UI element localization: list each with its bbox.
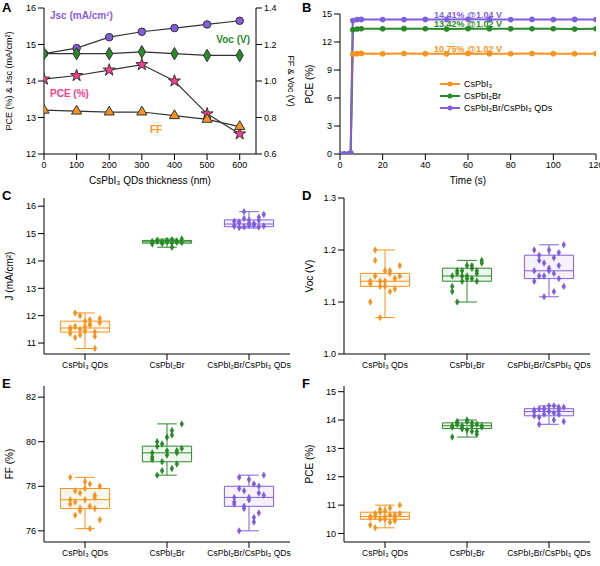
svg-text:J (mA/cm²): J (mA/cm²) bbox=[8, 252, 15, 301]
svg-text:1.0: 1.0 bbox=[264, 76, 277, 86]
html-text:F: F bbox=[302, 376, 310, 391]
svg-text:CsPbI₂Br/CsPbI₃ QDs: CsPbI₂Br/CsPbI₃ QDs bbox=[207, 548, 290, 558]
svg-text:80: 80 bbox=[506, 160, 516, 170]
svg-text:6: 6 bbox=[327, 93, 332, 103]
svg-text:20: 20 bbox=[378, 160, 388, 170]
svg-text:0.6: 0.6 bbox=[264, 149, 277, 159]
svg-text:12: 12 bbox=[26, 311, 36, 321]
svg-text:CsPbI₂Br: CsPbI₂Br bbox=[450, 360, 485, 370]
svg-text:40: 40 bbox=[420, 160, 430, 170]
svg-text:500: 500 bbox=[200, 160, 215, 170]
svg-text:10: 10 bbox=[326, 529, 336, 539]
svg-text:14: 14 bbox=[26, 76, 36, 86]
svg-text:CsPbI₂Br: CsPbI₂Br bbox=[150, 548, 185, 558]
svg-text:1.1: 1.1 bbox=[323, 297, 336, 307]
svg-text:CsPbI₃ QDs: CsPbI₃ QDs bbox=[362, 360, 408, 370]
svg-text:16: 16 bbox=[26, 3, 36, 13]
svg-text:9: 9 bbox=[327, 65, 332, 75]
svg-text:0: 0 bbox=[41, 160, 46, 170]
svg-text:200: 200 bbox=[102, 160, 117, 170]
svg-text:1.3: 1.3 bbox=[323, 193, 336, 203]
svg-text:78: 78 bbox=[26, 481, 36, 491]
html-text:CsPbI₂Br/CsPbI₃ QDs: CsPbI₂Br/CsPbI₃ QDs bbox=[464, 103, 553, 113]
svg-text:1.2: 1.2 bbox=[323, 245, 336, 255]
svg-text:76: 76 bbox=[26, 526, 36, 536]
svg-text:11: 11 bbox=[27, 338, 36, 348]
svg-text:12: 12 bbox=[26, 149, 36, 159]
svg-text:12: 12 bbox=[326, 472, 336, 482]
svg-text:Time (s): Time (s) bbox=[450, 175, 486, 186]
svg-text:13.42% @1.02 V: 13.42% @1.02 V bbox=[434, 19, 502, 29]
svg-text:400: 400 bbox=[167, 160, 182, 170]
svg-text:120: 120 bbox=[588, 160, 592, 170]
svg-text:PCE (%) & Jsc (mA/cm²): PCE (%) & Jsc (mA/cm²) bbox=[8, 32, 14, 131]
html-text:A: A bbox=[2, 0, 12, 15]
svg-text:10.75% @1.02 V: 10.75% @1.02 V bbox=[434, 44, 502, 54]
html-text:C: C bbox=[2, 188, 12, 203]
svg-text:11: 11 bbox=[327, 500, 336, 510]
html-text:Jsc (mA/cm²): Jsc (mA/cm²) bbox=[50, 10, 113, 21]
html-text:E: E bbox=[2, 376, 11, 391]
svg-text:14: 14 bbox=[26, 256, 36, 266]
svg-text:14.41% @1.04 V: 14.41% @1.04 V bbox=[434, 10, 502, 20]
svg-text:FF (%): FF (%) bbox=[8, 449, 15, 480]
svg-text:1.0: 1.0 bbox=[323, 349, 336, 359]
html-text:CsPbI₂Br: CsPbI₂Br bbox=[464, 91, 501, 101]
svg-text:1.2: 1.2 bbox=[264, 40, 277, 50]
svg-text:0.8: 0.8 bbox=[264, 113, 277, 123]
html-text:CsPbI₃: CsPbI₃ bbox=[464, 79, 493, 89]
svg-text:CsPbI₂Br: CsPbI₂Br bbox=[450, 548, 485, 558]
svg-text:100: 100 bbox=[546, 160, 561, 170]
svg-text:CsPbI₂Br/CsPbI₃ QDs: CsPbI₂Br/CsPbI₃ QDs bbox=[207, 360, 290, 370]
svg-text:CsPbI₂Br/CsPbI₃ QDs: CsPbI₂Br/CsPbI₃ QDs bbox=[507, 548, 590, 558]
svg-text:300: 300 bbox=[134, 160, 149, 170]
svg-text:CsPbI₃ QDs: CsPbI₃ QDs bbox=[62, 360, 108, 370]
svg-text:15: 15 bbox=[322, 9, 332, 19]
svg-text:CsPbI₃ QDs: CsPbI₃ QDs bbox=[362, 548, 408, 558]
html-text:Voc (V): Voc (V) bbox=[216, 34, 250, 45]
html-text:D: D bbox=[302, 188, 312, 203]
svg-text:Voc (V): Voc (V) bbox=[304, 260, 315, 293]
svg-text:600: 600 bbox=[232, 160, 247, 170]
svg-text:15: 15 bbox=[26, 40, 36, 50]
svg-text:14: 14 bbox=[326, 415, 336, 425]
svg-text:16: 16 bbox=[26, 201, 36, 211]
svg-text:60: 60 bbox=[463, 160, 473, 170]
svg-text:13: 13 bbox=[26, 113, 36, 123]
svg-text:12: 12 bbox=[322, 37, 332, 47]
svg-text:1.4: 1.4 bbox=[264, 3, 277, 13]
svg-text:100: 100 bbox=[69, 160, 84, 170]
html-text:PCE (%): PCE (%) bbox=[50, 88, 89, 99]
svg-text:3: 3 bbox=[327, 121, 332, 131]
svg-text:13: 13 bbox=[326, 444, 336, 454]
svg-text:82: 82 bbox=[26, 392, 36, 402]
svg-text:CsPbI₃ QDs: CsPbI₃ QDs bbox=[62, 548, 108, 558]
svg-text:0: 0 bbox=[337, 160, 342, 170]
svg-text:CsPbI₂Br/CsPbI₃ QDs: CsPbI₂Br/CsPbI₃ QDs bbox=[507, 360, 590, 370]
svg-text:CsPbI₂Br: CsPbI₂Br bbox=[150, 360, 185, 370]
svg-text:80: 80 bbox=[26, 437, 36, 447]
svg-text:PCE (%): PCE (%) bbox=[304, 65, 315, 104]
svg-text:15: 15 bbox=[326, 387, 336, 397]
html-text:B: B bbox=[302, 0, 312, 15]
svg-text:0: 0 bbox=[327, 149, 332, 159]
svg-text:13: 13 bbox=[26, 284, 36, 294]
svg-text:FF & Voc (V): FF & Voc (V) bbox=[286, 55, 296, 107]
svg-text:15: 15 bbox=[26, 229, 36, 239]
svg-text:PCE (%): PCE (%) bbox=[304, 445, 315, 484]
svg-text:CsPbI₃ QDs thickness (nm): CsPbI₃ QDs thickness (nm) bbox=[89, 175, 211, 186]
html-text:FF: FF bbox=[150, 124, 163, 135]
